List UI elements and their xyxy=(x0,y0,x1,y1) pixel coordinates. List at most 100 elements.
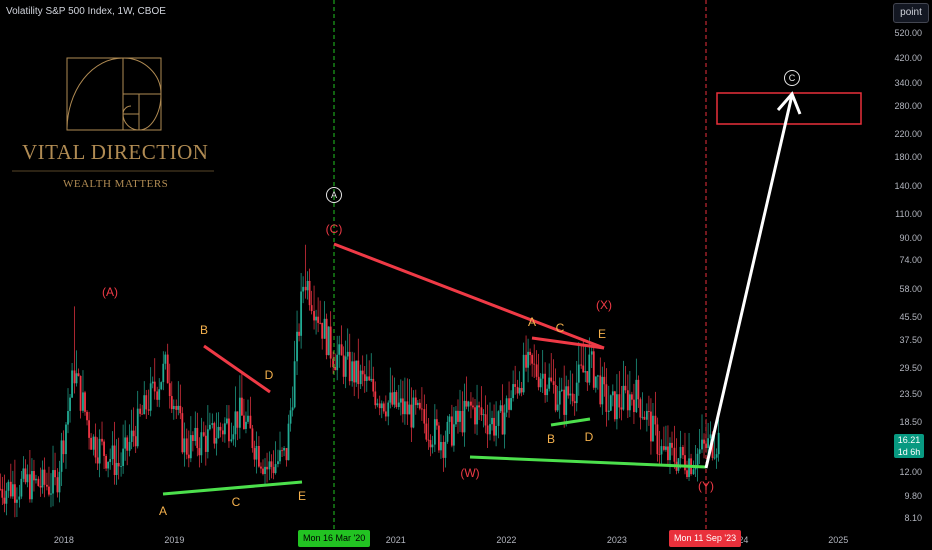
candle-body xyxy=(285,447,288,461)
candle-body xyxy=(476,405,478,425)
candle-body xyxy=(243,415,245,429)
candle-body xyxy=(692,469,695,475)
candle-body xyxy=(149,383,152,411)
wave-label-x-paren: (X) xyxy=(596,298,612,312)
candle-body xyxy=(172,405,175,410)
candle-body xyxy=(603,376,606,385)
last-price-tag: 16.21 1d 6h xyxy=(894,434,924,458)
candle-body xyxy=(420,408,423,410)
candle-body xyxy=(709,434,712,439)
y-tick-label: 37.50 xyxy=(899,334,922,345)
x-tick-label: 2023 xyxy=(606,535,627,545)
candle-body xyxy=(482,414,485,416)
y-tick-label: 45.50 xyxy=(899,312,922,323)
candle-body xyxy=(446,421,449,442)
wave-label-b-2019: B xyxy=(199,323,209,337)
candle-body xyxy=(41,469,44,488)
candle-body xyxy=(245,421,247,429)
candle-body xyxy=(101,438,103,442)
candle-body xyxy=(75,373,78,384)
candle-body xyxy=(707,438,709,449)
candle-body xyxy=(258,445,260,467)
candle-body xyxy=(639,399,642,418)
candle-body xyxy=(277,461,279,465)
scale-mode-button[interactable]: point xyxy=(893,3,929,23)
candle-body xyxy=(94,436,97,458)
candle-body xyxy=(645,411,648,420)
candle-body xyxy=(656,424,659,455)
candle-body xyxy=(355,360,358,383)
candle-body xyxy=(535,364,538,377)
candle-body xyxy=(641,416,644,418)
candle-body xyxy=(679,446,682,459)
candle-body xyxy=(234,411,237,435)
candle-body xyxy=(117,462,120,467)
candle-body xyxy=(221,430,224,435)
x-tick-label: 2022 xyxy=(496,535,517,545)
candle-body xyxy=(28,474,31,500)
candle-body xyxy=(291,407,294,411)
candle-body xyxy=(319,322,322,324)
wave-label-c-paren: (C) xyxy=(325,222,343,236)
candle-body xyxy=(620,407,623,410)
candle-body xyxy=(344,356,347,377)
candle-body xyxy=(268,461,271,470)
candle-body xyxy=(266,466,268,470)
candle-body xyxy=(541,373,544,379)
candle-body xyxy=(13,484,16,503)
y-tick-label: 23.50 xyxy=(899,389,922,400)
candle-body xyxy=(548,377,551,389)
candle-body xyxy=(120,466,122,467)
candle-body xyxy=(262,468,264,474)
candle-body xyxy=(486,425,489,435)
candle-body xyxy=(520,387,523,393)
candle-body xyxy=(128,441,131,451)
candle-body xyxy=(334,367,337,371)
candle-body xyxy=(467,401,470,407)
candle-body xyxy=(403,401,406,415)
y-tick-label: 220.00 xyxy=(894,128,922,139)
candle-body xyxy=(156,391,159,400)
candle-body xyxy=(615,394,618,420)
candle-body xyxy=(315,316,317,321)
candle-body xyxy=(325,318,328,356)
candle-body xyxy=(329,326,332,359)
candle-body xyxy=(130,430,133,442)
candle-body xyxy=(650,411,652,442)
candle-body xyxy=(338,344,341,355)
candle-body xyxy=(139,408,142,414)
candle-body xyxy=(406,401,409,415)
candle-body xyxy=(382,403,385,412)
candle-body xyxy=(16,499,18,503)
candle-body xyxy=(1,489,4,498)
candle-body xyxy=(223,423,226,435)
candle-body xyxy=(306,280,309,291)
candle-body xyxy=(611,391,614,396)
candle-body xyxy=(491,417,493,425)
candle-body xyxy=(495,425,497,436)
y-tick-label: 90.00 xyxy=(899,232,922,243)
candle-body xyxy=(287,423,290,461)
candle-body xyxy=(643,416,646,420)
x-tick-label: 2018 xyxy=(53,535,74,545)
candle-body xyxy=(77,373,80,376)
candle-body xyxy=(226,418,228,424)
candle-body xyxy=(327,326,330,356)
candle-body xyxy=(427,439,430,441)
candle-body xyxy=(478,405,480,408)
support-line-2018 xyxy=(162,480,303,496)
candle-body xyxy=(122,448,125,467)
projection-arrowhead xyxy=(776,91,802,115)
candle-body xyxy=(65,424,67,455)
candle-body xyxy=(425,423,428,440)
trendline-b-d-2019 xyxy=(203,344,271,394)
y-tick-label: 9.80 xyxy=(904,490,922,501)
candle-body xyxy=(96,457,99,464)
candle-body xyxy=(24,468,27,483)
candle-body xyxy=(442,441,445,458)
candle-body xyxy=(206,429,209,452)
candle-body xyxy=(35,478,37,481)
candle-body xyxy=(673,447,676,462)
candle-body xyxy=(508,398,510,410)
